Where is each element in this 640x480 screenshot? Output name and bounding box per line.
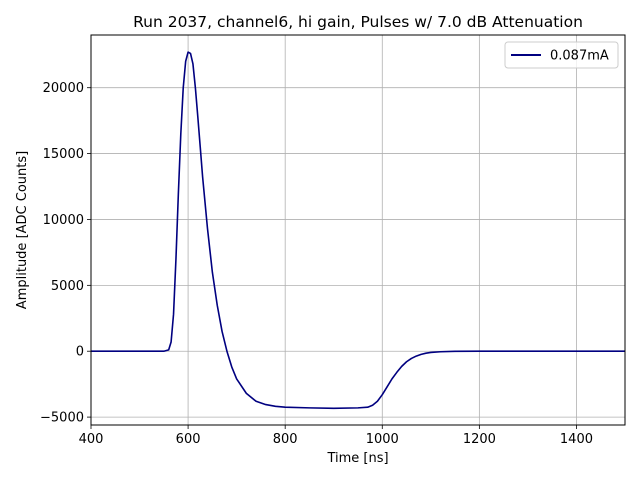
x-tick-label: 800 (273, 432, 298, 447)
y-tick-label: 0 (76, 345, 84, 360)
legend-box (504, 41, 619, 69)
legend-label: 0.087mA (550, 49, 609, 64)
x-tick-label: 1400 (560, 432, 593, 447)
y-tick-label: 5000 (51, 279, 84, 294)
series-layer (91, 51, 625, 410)
chart-title: Run 2037, channel6, hi gain, Pulses w/ 7… (133, 13, 583, 31)
x-tick-label: 1000 (366, 432, 399, 447)
grid-lines (90, 35, 625, 425)
y-tick-label: 10000 (43, 213, 84, 228)
y-axis-label: Amplitude [ADC Counts] (15, 151, 30, 309)
x-tick-label: 1200 (463, 432, 496, 447)
axis-ticks: 400 600 800 1000 1200 1400 −5000 0 5000 10000 1500… (40, 81, 593, 447)
legend: 0.087mA (504, 41, 619, 69)
y-tick-label: 15000 (43, 147, 84, 162)
x-tick-label: 600 (176, 432, 201, 447)
y-tick-label: −5000 (40, 411, 84, 426)
x-axis-label: Time [ns] (326, 451, 388, 466)
y-tick-label: 20000 (43, 81, 84, 96)
x-tick-label: 400 (79, 432, 104, 447)
series-line (91, 51, 625, 410)
plot-frame (90, 34, 626, 426)
